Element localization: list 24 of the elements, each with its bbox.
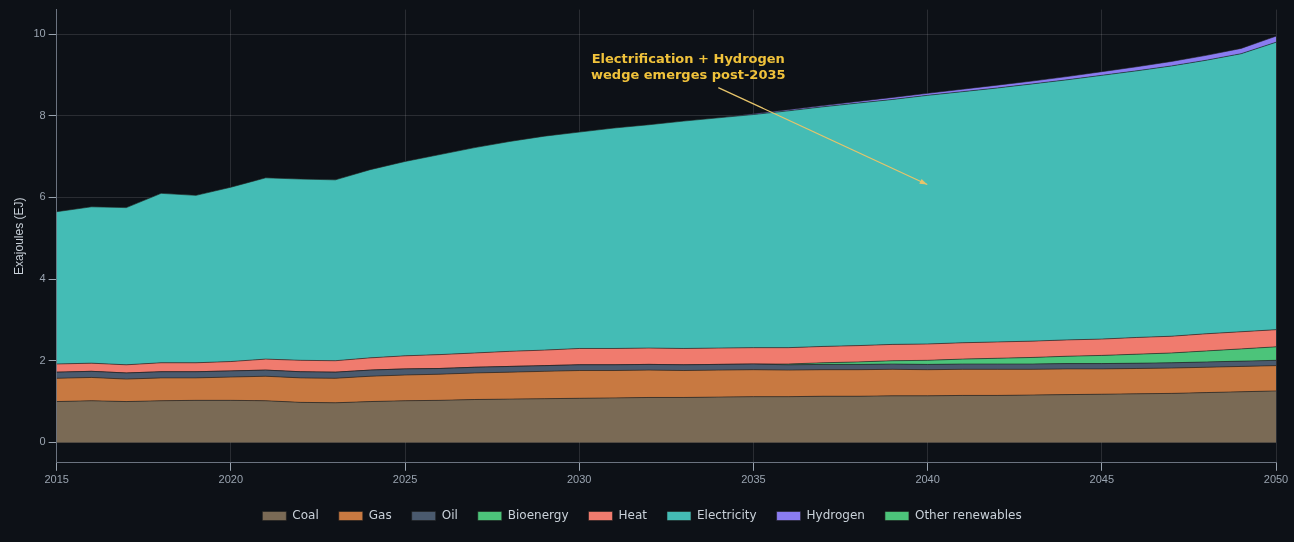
legend-label: Other renewables xyxy=(914,508,1022,523)
y-tick-label: 8 xyxy=(39,108,46,121)
x-tick-label: 2035 xyxy=(741,473,766,486)
legend-label: Heat xyxy=(618,508,648,523)
legend-label: Coal xyxy=(292,508,319,523)
y-tick-label: 0 xyxy=(39,435,46,448)
y-axis-title: Exajoules (EJ) xyxy=(11,197,26,275)
legend-label: Hydrogen xyxy=(806,508,865,523)
legend-label: Gas xyxy=(368,508,392,523)
y-tick-label: 6 xyxy=(39,190,46,203)
x-tick-label: 2025 xyxy=(392,473,418,486)
x-tick-label: 2050 xyxy=(1263,473,1289,486)
y-tick-label: 10 xyxy=(33,27,46,40)
x-tick-label: 2030 xyxy=(566,473,592,486)
legend-label: Oil xyxy=(441,508,458,523)
annotation: Electrification + Hydrogen wedge emerges post-2035 xyxy=(591,50,786,82)
y-tick-label: 2 xyxy=(39,353,46,366)
y-tick-label: 4 xyxy=(39,272,46,285)
legend-label: Bioenergy xyxy=(507,508,569,523)
x-tick-label: 2045 xyxy=(1089,473,1115,486)
x-tick-label: 2015 xyxy=(44,473,69,486)
x-tick-label: 2020 xyxy=(218,473,244,486)
legend-label: Electricity xyxy=(696,508,757,523)
x-tick-label: 2040 xyxy=(915,473,940,486)
